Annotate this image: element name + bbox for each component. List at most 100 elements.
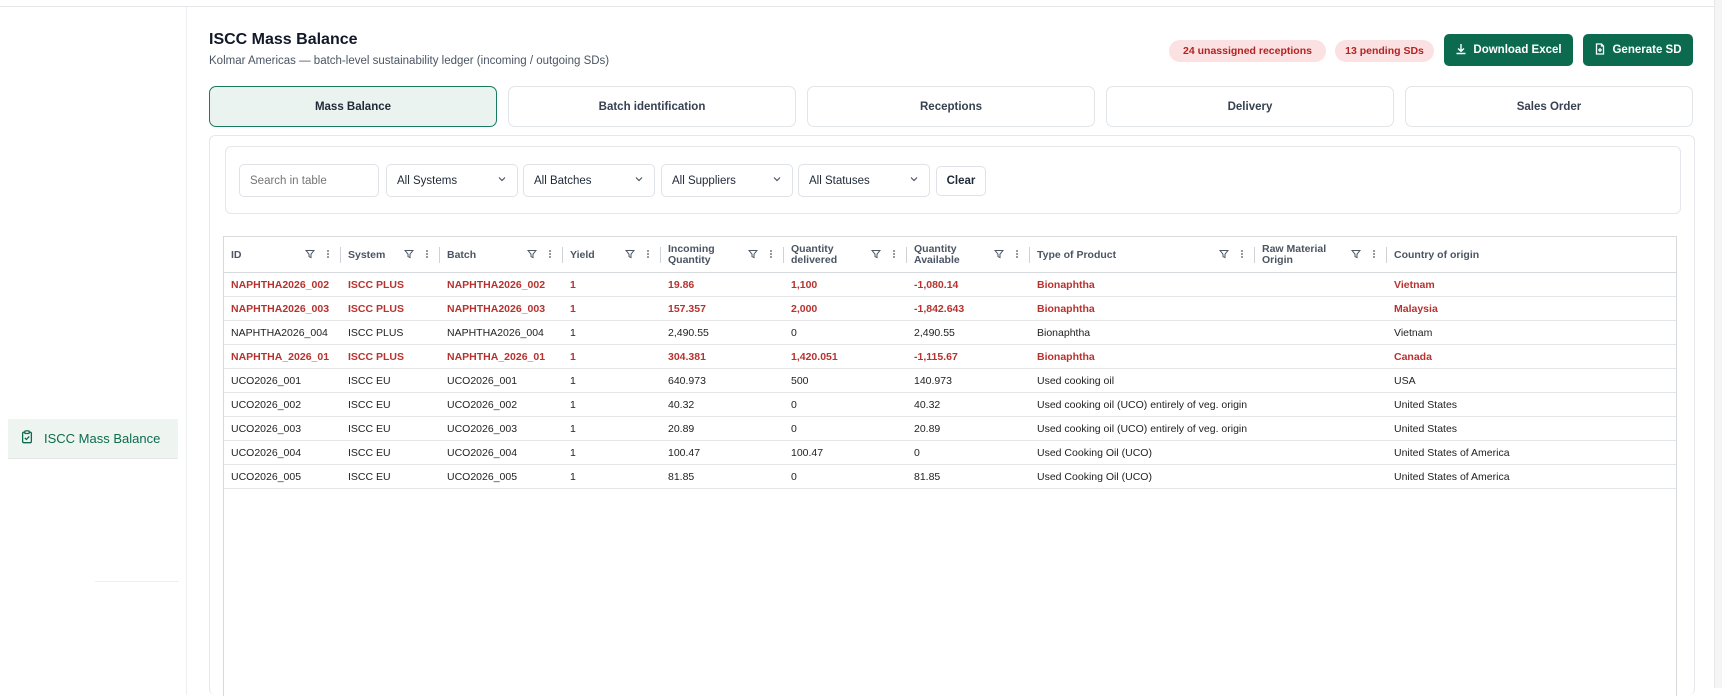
table-cell: Bionaphtha	[1030, 273, 1255, 297]
column-header[interactable]: Country of origin	[1387, 237, 1527, 273]
table-cell: 1	[563, 393, 661, 417]
column-header[interactable]: Yield	[563, 237, 661, 273]
search-input[interactable]	[239, 164, 379, 197]
column-menu-icon[interactable]	[545, 249, 555, 262]
column-controls	[625, 249, 653, 262]
page-scrollbar[interactable]	[1714, 0, 1722, 688]
tab-batch-identification[interactable]: Batch identification	[508, 86, 796, 127]
statuses-select-value: All Statuses	[809, 175, 870, 187]
table-cell: 100.47	[661, 441, 784, 465]
filter-icon[interactable]	[748, 249, 758, 262]
column-menu-icon[interactable]	[1369, 249, 1379, 262]
tab-mass-balance[interactable]: Mass Balance	[209, 86, 497, 127]
table-cell: 19.86	[661, 273, 784, 297]
filter-icon[interactable]	[305, 249, 315, 262]
column-controls	[871, 249, 899, 262]
column-header[interactable]: Type of Product	[1030, 237, 1255, 273]
file-plus-icon	[1594, 43, 1606, 58]
table-cell: 1	[563, 273, 661, 297]
column-header[interactable]: System	[341, 237, 440, 273]
column-menu-icon[interactable]	[766, 249, 776, 262]
tab-receptions[interactable]: Receptions	[807, 86, 1095, 127]
table-cell: ISCC PLUS	[341, 345, 440, 369]
table-cell: 1	[563, 465, 661, 489]
table-cell: 100.47	[784, 441, 907, 465]
sidebar-item-label: ISCC Mass Balance	[44, 431, 160, 446]
filter-icon[interactable]	[625, 249, 635, 262]
systems-select[interactable]: All Systems	[386, 164, 518, 197]
table-cell: Used Cooking Oil (UCO)	[1030, 465, 1255, 489]
table-cell: -1,115.67	[907, 345, 1030, 369]
table-cell: 1,420.051	[784, 345, 907, 369]
table-cell: UCO2026_004	[440, 441, 563, 465]
table-cell: 81.85	[661, 465, 784, 489]
batches-select[interactable]: All Batches	[523, 164, 655, 197]
statuses-select[interactable]: All Statuses	[798, 164, 930, 197]
table-cell: Bionaphtha	[1030, 321, 1255, 345]
filter-icon[interactable]	[871, 249, 881, 262]
table-cell: United States	[1387, 417, 1527, 441]
table-cell: 20.89	[907, 417, 1030, 441]
clear-filters-button[interactable]: Clear	[936, 166, 986, 196]
pending-sds-badge[interactable]: 13 pending SDs	[1335, 40, 1434, 62]
filter-icon[interactable]	[1219, 249, 1229, 262]
tab-delivery[interactable]: Delivery	[1106, 86, 1394, 127]
column-menu-icon[interactable]	[1237, 249, 1247, 262]
table-cell	[1255, 369, 1387, 393]
column-header[interactable]: Batch	[440, 237, 563, 273]
unassigned-receptions-badge[interactable]: 24 unassigned receptions	[1169, 40, 1326, 62]
download-excel-button[interactable]: Download Excel	[1444, 34, 1573, 66]
table-cell: 0	[784, 417, 907, 441]
filter-icon[interactable]	[527, 249, 537, 262]
column-header-line: Batch	[447, 250, 476, 261]
table-cell: 1	[563, 417, 661, 441]
column-header[interactable]: ID	[224, 237, 341, 273]
column-menu-icon[interactable]	[422, 249, 432, 262]
column-header-line: Yield	[570, 250, 595, 261]
table-cell: ISCC EU	[341, 441, 440, 465]
table-cell: ISCC PLUS	[341, 321, 440, 345]
table-cell: ISCC PLUS	[341, 297, 440, 321]
table-cell: 20.89	[661, 417, 784, 441]
generate-sd-label: Generate SD	[1612, 44, 1681, 56]
table-cell: 1	[563, 345, 661, 369]
filter-icon[interactable]	[994, 249, 1004, 262]
column-header-line: System	[348, 250, 385, 261]
column-menu-icon[interactable]	[1012, 249, 1022, 262]
filter-icon[interactable]	[404, 249, 414, 262]
column-controls	[1219, 249, 1247, 262]
column-controls	[527, 249, 555, 262]
generate-sd-button[interactable]: Generate SD	[1583, 34, 1693, 66]
mass-balance-panel: All Systems All Batches All Suppliers Al…	[209, 135, 1695, 695]
column-menu-icon[interactable]	[323, 249, 333, 262]
column-header-line: Country of origin	[1394, 250, 1479, 261]
filter-icon[interactable]	[1351, 249, 1361, 262]
table-cell: 0	[907, 441, 1030, 465]
table-cell: Vietnam	[1387, 321, 1527, 345]
sidebar-item-iscc-mass-balance[interactable]: ISCC Mass Balance	[8, 419, 178, 459]
column-menu-icon[interactable]	[889, 249, 899, 262]
table-cell: 0	[784, 321, 907, 345]
tab-bar: Mass Balance Batch identification Recept…	[209, 86, 1695, 128]
page-subtitle: Kolmar Americas — batch-level sustainabi…	[209, 55, 609, 67]
column-menu-icon[interactable]	[643, 249, 653, 262]
tab-sales-order[interactable]: Sales Order	[1405, 86, 1693, 127]
table-cell: 0	[784, 393, 907, 417]
suppliers-select[interactable]: All Suppliers	[661, 164, 793, 197]
table-cell: 0	[784, 465, 907, 489]
filter-bar: All Systems All Batches All Suppliers Al…	[225, 146, 1681, 214]
